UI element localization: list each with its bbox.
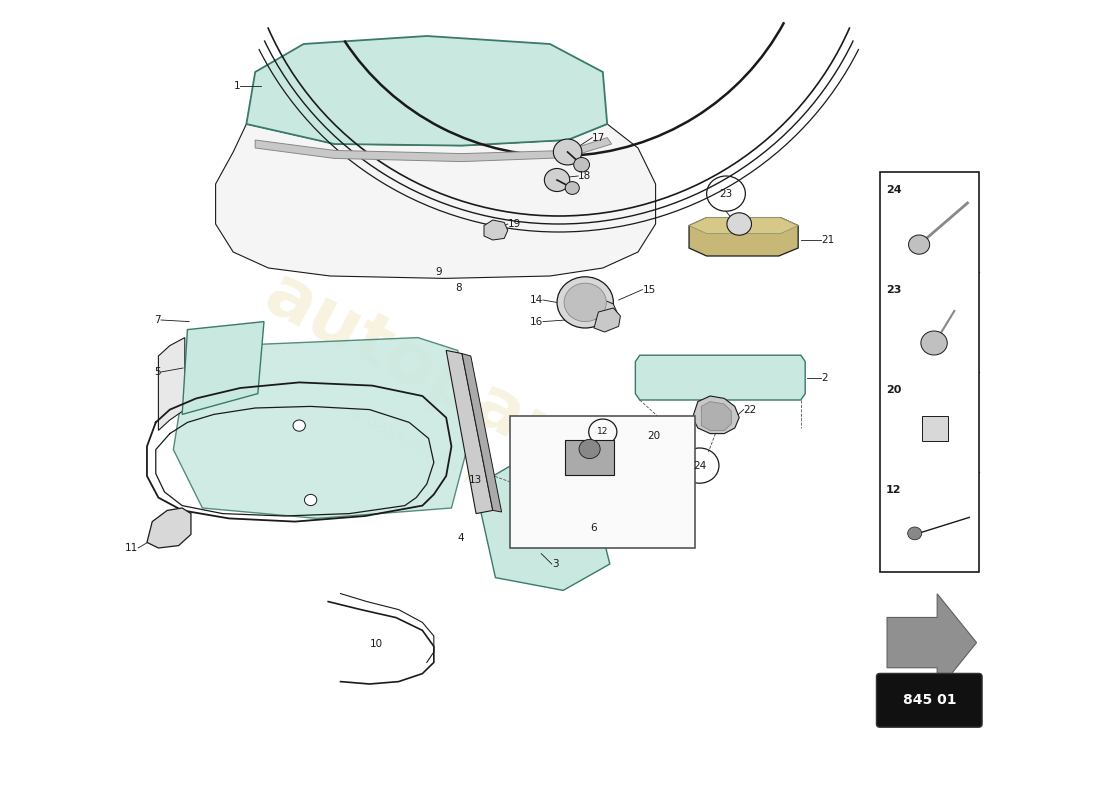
- Text: 14: 14: [530, 295, 543, 305]
- Text: 2: 2: [821, 374, 827, 383]
- Circle shape: [909, 235, 929, 254]
- Circle shape: [565, 182, 580, 194]
- Text: 8: 8: [455, 283, 462, 293]
- Text: autoparts: autoparts: [253, 260, 636, 508]
- Polygon shape: [594, 308, 620, 332]
- Text: 12: 12: [597, 427, 608, 436]
- Text: 3: 3: [552, 559, 559, 569]
- Polygon shape: [887, 594, 977, 691]
- Circle shape: [564, 283, 606, 322]
- FancyBboxPatch shape: [880, 172, 979, 572]
- Circle shape: [908, 527, 922, 540]
- Text: 845 01: 845 01: [902, 694, 956, 707]
- Polygon shape: [475, 452, 609, 590]
- Text: 18: 18: [579, 171, 592, 181]
- Polygon shape: [702, 402, 732, 430]
- Text: 10: 10: [370, 639, 383, 649]
- Text: 7: 7: [154, 315, 161, 325]
- Text: 20: 20: [647, 431, 660, 441]
- Circle shape: [553, 139, 582, 165]
- Circle shape: [921, 331, 947, 355]
- Polygon shape: [246, 36, 607, 146]
- Circle shape: [293, 420, 306, 431]
- Text: 15: 15: [642, 285, 656, 294]
- Text: 13: 13: [469, 475, 482, 485]
- Circle shape: [557, 277, 614, 328]
- Text: 5: 5: [154, 367, 161, 377]
- Text: 23: 23: [719, 189, 733, 198]
- Text: 17: 17: [592, 133, 605, 142]
- Bar: [922, 416, 948, 442]
- Polygon shape: [689, 218, 799, 256]
- Text: 20: 20: [887, 385, 902, 395]
- Circle shape: [579, 439, 601, 458]
- Text: 4: 4: [458, 533, 464, 542]
- Circle shape: [574, 158, 590, 172]
- Polygon shape: [183, 322, 264, 414]
- Polygon shape: [174, 338, 475, 518]
- Circle shape: [544, 169, 570, 191]
- Text: 16: 16: [530, 317, 543, 326]
- Polygon shape: [693, 396, 739, 434]
- FancyBboxPatch shape: [510, 416, 695, 548]
- Polygon shape: [636, 355, 805, 400]
- Text: 23: 23: [887, 285, 902, 295]
- Text: 9: 9: [436, 267, 442, 277]
- FancyBboxPatch shape: [877, 674, 982, 727]
- Text: 21: 21: [821, 235, 834, 245]
- Text: 24: 24: [887, 185, 902, 195]
- Polygon shape: [585, 298, 618, 328]
- Polygon shape: [216, 124, 656, 278]
- Text: 19: 19: [508, 219, 521, 229]
- Circle shape: [305, 494, 317, 506]
- Polygon shape: [565, 440, 614, 475]
- Text: 11: 11: [125, 543, 139, 553]
- Polygon shape: [689, 218, 799, 234]
- Polygon shape: [447, 350, 493, 514]
- Polygon shape: [462, 354, 502, 512]
- Polygon shape: [255, 138, 612, 162]
- Polygon shape: [147, 508, 191, 548]
- Polygon shape: [484, 220, 508, 240]
- Text: 12: 12: [887, 485, 902, 495]
- Circle shape: [727, 213, 751, 235]
- Text: a passion for parts since 1985: a passion for parts since 1985: [345, 402, 614, 558]
- Text: 1: 1: [233, 81, 240, 90]
- Text: 24: 24: [693, 461, 706, 470]
- Polygon shape: [158, 338, 185, 430]
- Text: 22: 22: [744, 405, 757, 414]
- Text: 6: 6: [591, 523, 597, 533]
